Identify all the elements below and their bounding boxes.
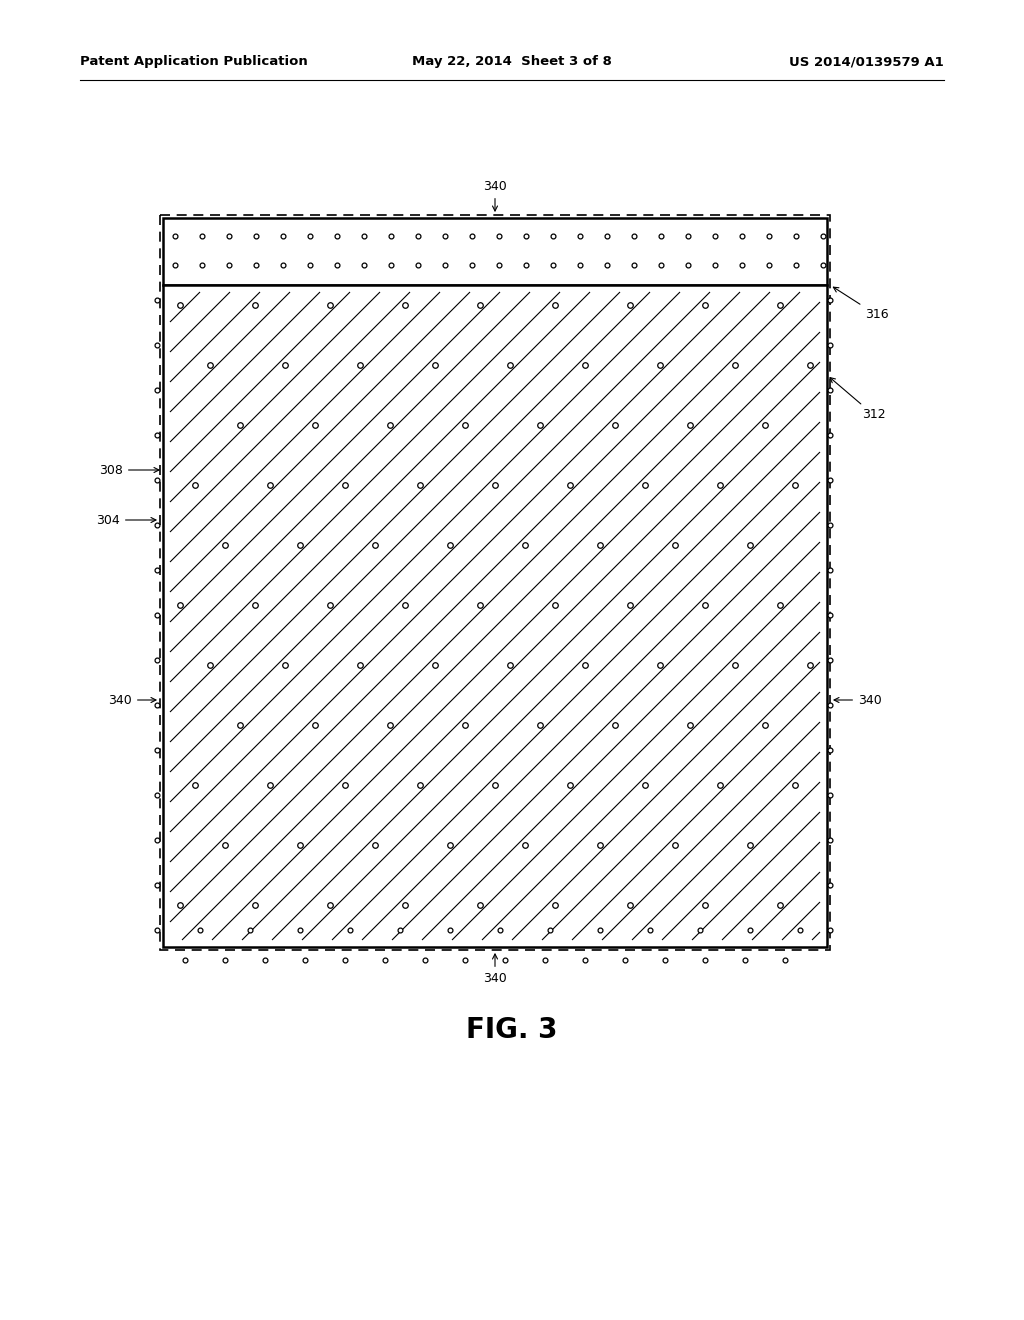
Bar (170, 292, 820, 940)
Bar (160, 215, 830, 950)
Text: May 22, 2014  Sheet 3 of 8: May 22, 2014 Sheet 3 of 8 (412, 55, 612, 69)
Text: 340: 340 (834, 693, 882, 706)
Text: 304: 304 (96, 513, 156, 527)
Text: 340: 340 (109, 693, 156, 706)
Text: 316: 316 (834, 288, 889, 322)
Text: 312: 312 (830, 378, 886, 421)
Text: Patent Application Publication: Patent Application Publication (80, 55, 308, 69)
Text: 308: 308 (99, 463, 159, 477)
Bar (163, 218, 827, 285)
Text: US 2014/0139579 A1: US 2014/0139579 A1 (790, 55, 944, 69)
Text: 340: 340 (483, 180, 507, 211)
Bar (163, 285, 827, 946)
Text: 340: 340 (483, 954, 507, 985)
Text: FIG. 3: FIG. 3 (466, 1016, 558, 1044)
